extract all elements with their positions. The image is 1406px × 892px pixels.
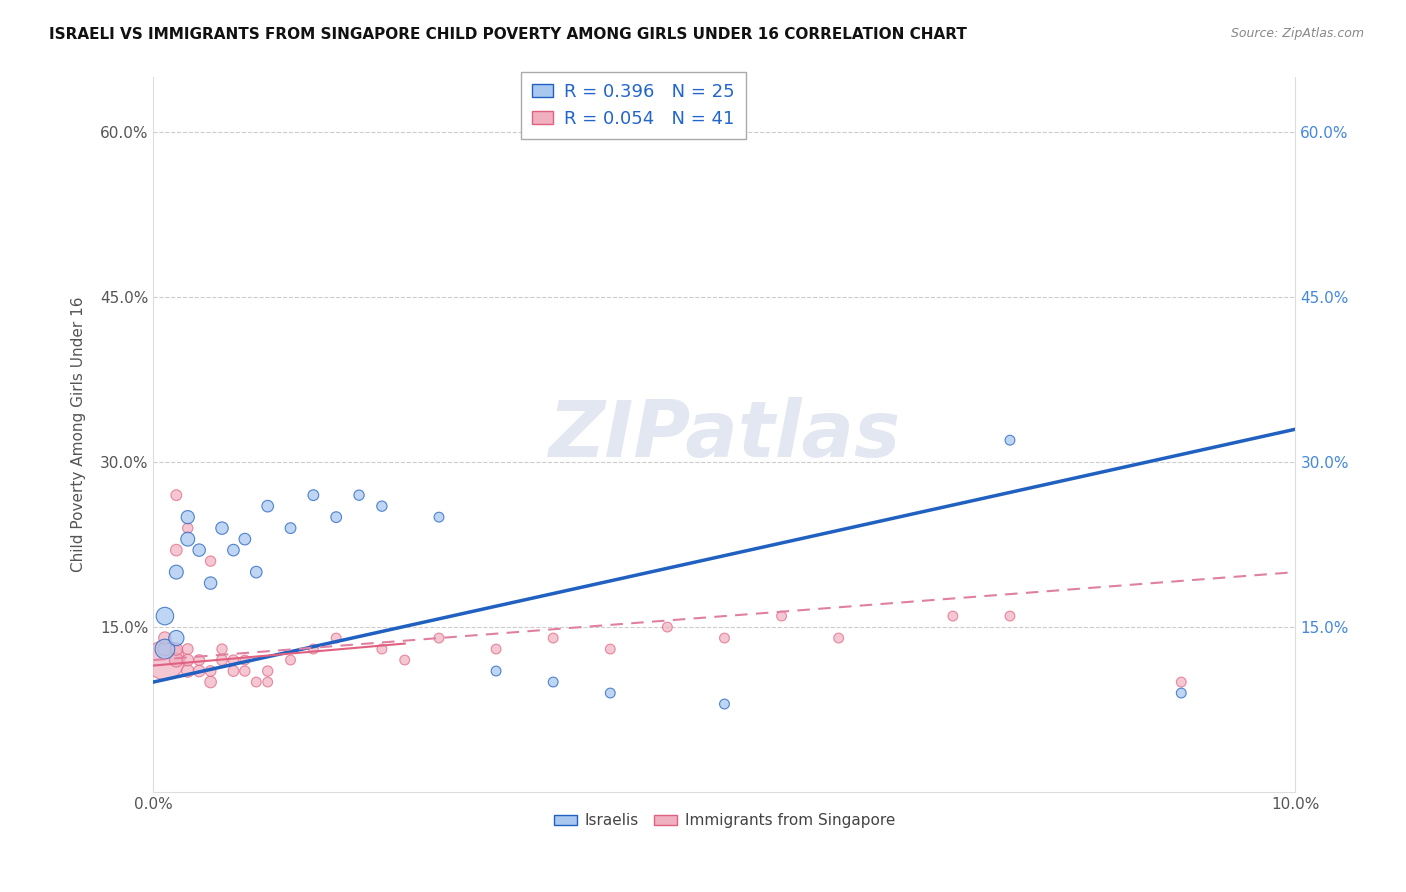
Point: [256, 675, 278, 690]
Point: [165, 488, 187, 502]
Point: [427, 631, 450, 645]
Point: [394, 653, 416, 667]
Point: [153, 653, 176, 667]
Point: [177, 664, 200, 678]
Point: [222, 664, 245, 678]
Text: ZIPatlas: ZIPatlas: [548, 397, 901, 473]
Point: [200, 675, 222, 690]
Point: [153, 609, 176, 624]
Point: [1170, 686, 1192, 700]
Point: [177, 532, 200, 546]
Point: [222, 543, 245, 558]
Point: [245, 565, 267, 579]
Point: [599, 642, 621, 657]
Y-axis label: Child Poverty Among Girls Under 16: Child Poverty Among Girls Under 16: [72, 297, 86, 573]
Point: [541, 631, 564, 645]
Point: [177, 642, 200, 657]
Point: [233, 664, 256, 678]
Point: [200, 554, 222, 568]
Point: [770, 609, 793, 624]
Point: [371, 642, 394, 657]
Point: [211, 642, 233, 657]
Point: [177, 510, 200, 524]
Point: [485, 642, 508, 657]
Point: [256, 664, 278, 678]
Point: [713, 697, 735, 711]
Point: [222, 653, 245, 667]
Point: [325, 631, 347, 645]
Point: [233, 653, 256, 667]
Point: [1170, 675, 1192, 690]
Point: [657, 620, 679, 634]
Point: [211, 653, 233, 667]
Point: [188, 653, 211, 667]
Point: [165, 653, 187, 667]
Point: [165, 565, 187, 579]
Point: [153, 631, 176, 645]
Point: [485, 664, 508, 678]
Point: [200, 576, 222, 591]
Point: [998, 433, 1021, 447]
Point: [599, 686, 621, 700]
Point: [211, 521, 233, 535]
Point: [942, 609, 965, 624]
Legend: Israelis, Immigrants from Singapore: Israelis, Immigrants from Singapore: [548, 807, 901, 834]
Point: [347, 488, 370, 502]
Point: [371, 499, 394, 513]
Point: [245, 675, 267, 690]
Point: [165, 642, 187, 657]
Point: [998, 609, 1021, 624]
Point: [177, 653, 200, 667]
Text: Source: ZipAtlas.com: Source: ZipAtlas.com: [1230, 27, 1364, 40]
Point: [188, 664, 211, 678]
Point: [153, 642, 176, 657]
Point: [177, 521, 200, 535]
Point: [233, 532, 256, 546]
Point: [256, 499, 278, 513]
Text: ISRAELI VS IMMIGRANTS FROM SINGAPORE CHILD POVERTY AMONG GIRLS UNDER 16 CORRELAT: ISRAELI VS IMMIGRANTS FROM SINGAPORE CHI…: [49, 27, 967, 42]
Point: [280, 653, 302, 667]
Point: [713, 631, 735, 645]
Point: [165, 543, 187, 558]
Point: [153, 642, 176, 657]
Point: [188, 543, 211, 558]
Point: [541, 675, 564, 690]
Point: [325, 510, 347, 524]
Point: [165, 631, 187, 645]
Point: [280, 521, 302, 535]
Point: [302, 642, 325, 657]
Point: [827, 631, 849, 645]
Point: [200, 664, 222, 678]
Point: [427, 510, 450, 524]
Point: [302, 488, 325, 502]
